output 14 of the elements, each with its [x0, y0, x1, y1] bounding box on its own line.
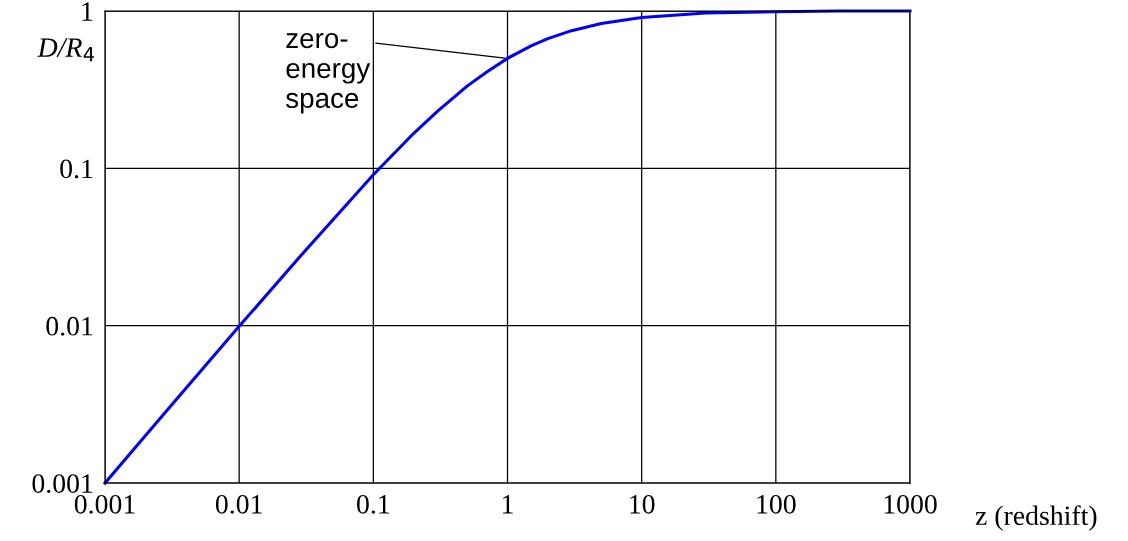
- x-tick-label: 0.01: [215, 494, 262, 514]
- x-tick-label: 1: [503, 495, 513, 514]
- x-tick-label: 100: [757, 494, 796, 514]
- y-tick-label: 0.001: [32, 474, 93, 494]
- x-axis-title: z (redshift): [975, 505, 1097, 531]
- y-tick-label: 1: [82, 2, 93, 21]
- y-tick-label: 0.1: [60, 159, 93, 179]
- x-tick-label: 0.1: [357, 494, 390, 514]
- annotation: zero- energy space: [286, 32, 371, 114]
- x-tick-label: 1000: [884, 494, 937, 514]
- y-axis-title: D/R$_{4}$: [37, 38, 94, 62]
- y-tick-label: 0.01: [46, 316, 93, 336]
- x-tick-label: 0.001: [74, 494, 135, 514]
- x-tick-label: 10: [630, 494, 655, 514]
